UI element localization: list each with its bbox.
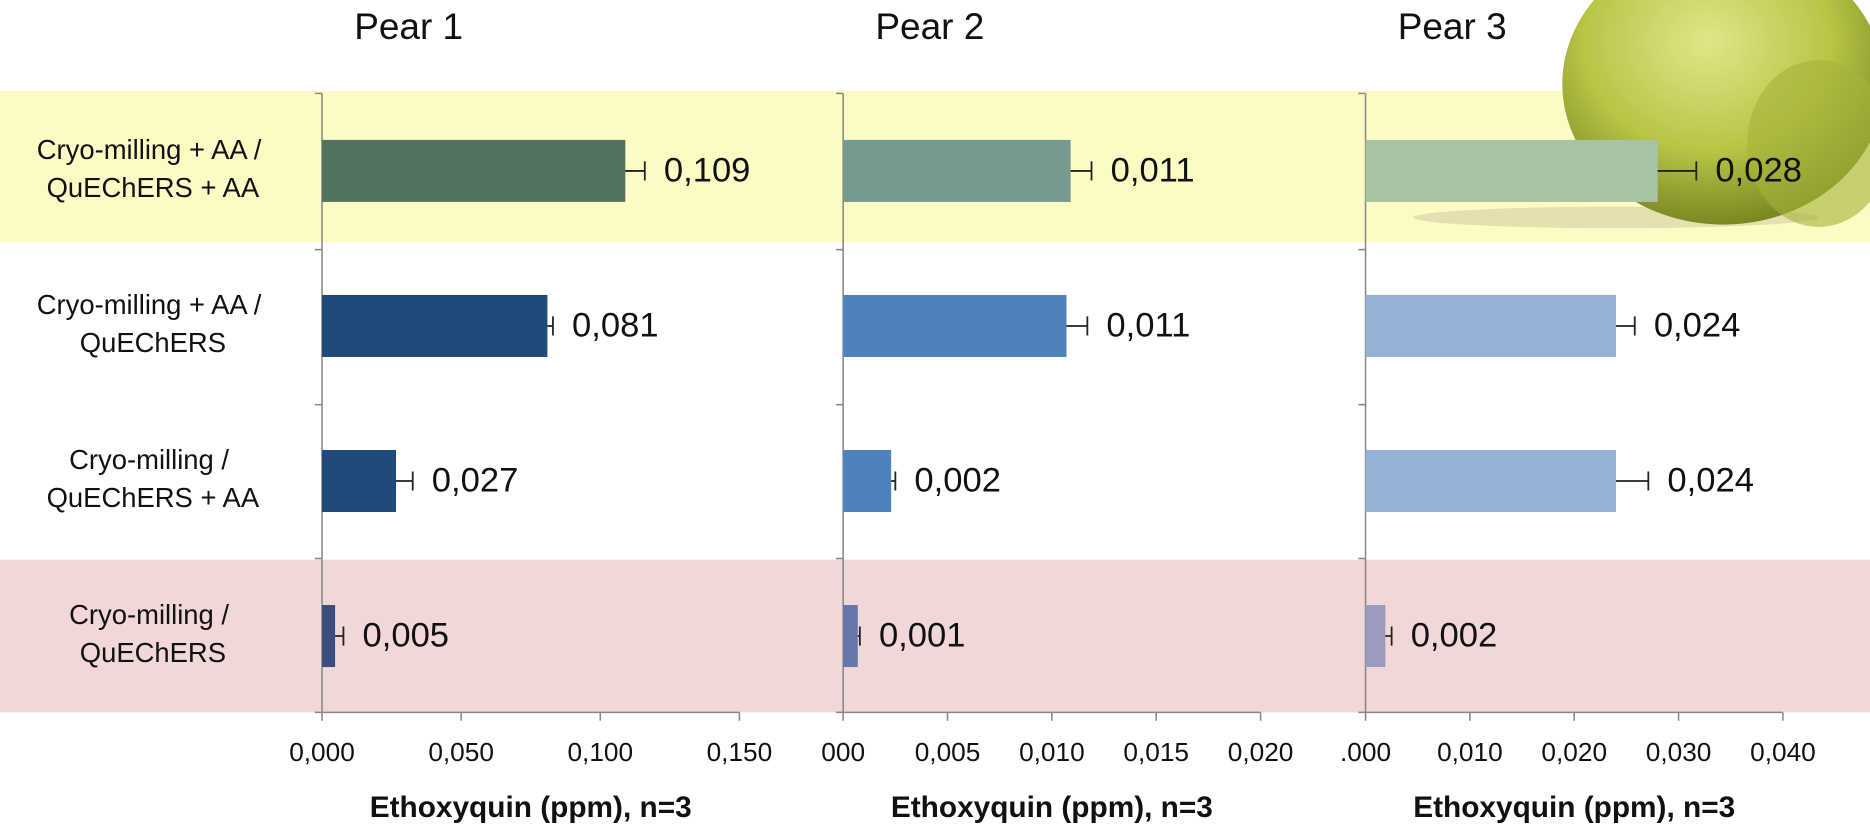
value-label: 0,024 <box>1654 306 1741 344</box>
error-bar <box>857 626 861 646</box>
x-axis-title: Ethoxyquin (ppm), n=3 <box>891 791 1213 824</box>
x-tick-label: 0,020 <box>1541 737 1607 767</box>
value-label: 0,024 <box>1667 461 1754 499</box>
x-tick-label: 0,005 <box>915 737 981 767</box>
x-tick-label: 0,150 <box>707 737 773 767</box>
x-tick-label: 0,010 <box>1019 737 1085 767</box>
value-label: 0,002 <box>1411 616 1498 654</box>
error-bar <box>1070 161 1093 181</box>
x-tick-label: 0,000 <box>289 737 355 767</box>
highlight-band <box>0 559 1870 713</box>
error-bar <box>625 161 646 181</box>
bar <box>1365 294 1616 357</box>
category-label: Cryo-milling / QuEChERS + AA <box>39 444 260 513</box>
category-label: Cryo-milling / QuEChERS <box>69 599 229 668</box>
category-label: Cryo-milling + AA / QuEChERS <box>37 289 262 358</box>
error-bar <box>547 316 554 336</box>
value-label: 0,002 <box>914 461 1001 499</box>
x-tick-label: 0,010 <box>1437 737 1503 767</box>
bar <box>843 449 892 513</box>
bar <box>843 294 1067 357</box>
x-axis-title: Ethoxyquin (ppm), n=3 <box>1413 791 1735 824</box>
value-label: 0,027 <box>432 461 519 499</box>
bar <box>322 605 336 668</box>
bar <box>322 294 548 357</box>
x-tick-label: .000 <box>1340 737 1391 767</box>
x-tick-label: 0,020 <box>1228 737 1294 767</box>
category-label: Cryo-milling + AA / QuEChERS + AA <box>37 134 262 203</box>
error-bar <box>1615 316 1636 336</box>
value-label: 0,081 <box>572 306 659 344</box>
bar <box>1365 139 1658 202</box>
plot-area: Pear 1 0,000 0,050 0,100 0,150 Ethoxyquin (pp… <box>37 6 1816 824</box>
value-label: 0,028 <box>1715 151 1802 189</box>
bar <box>322 139 626 202</box>
value-label: 0,005 <box>363 616 450 654</box>
error-bar <box>1066 316 1089 336</box>
bar <box>322 449 397 513</box>
value-label: 0,011 <box>1106 306 1190 344</box>
value-label: 0,109 <box>664 151 751 189</box>
x-tick-label: 0,030 <box>1646 737 1712 767</box>
error-bar <box>396 471 414 491</box>
error-bar <box>335 626 345 646</box>
x-tick-label: 0,100 <box>567 737 633 767</box>
error-bar <box>1385 626 1393 646</box>
error-bar <box>1615 471 1650 491</box>
error-bar <box>1657 161 1698 181</box>
chart-title: Pear 2 <box>875 6 984 47</box>
error-bar <box>891 471 897 491</box>
bar <box>1365 449 1616 513</box>
bar <box>843 139 1071 202</box>
x-tick-label: 000 <box>821 737 865 767</box>
value-label: 0,001 <box>879 616 966 654</box>
value-label: 0,011 <box>1111 151 1195 189</box>
chart-title: Pear 3 <box>1398 6 1507 47</box>
x-tick-label: 0,050 <box>428 737 494 767</box>
bar <box>843 605 858 668</box>
x-tick-label: 0,040 <box>1750 737 1816 767</box>
x-axis-title: Ethoxyquin (ppm), n=3 <box>370 791 692 824</box>
x-tick-label: 0,015 <box>1123 737 1189 767</box>
bar <box>1365 605 1386 668</box>
chart-title: Pear 1 <box>354 6 463 47</box>
